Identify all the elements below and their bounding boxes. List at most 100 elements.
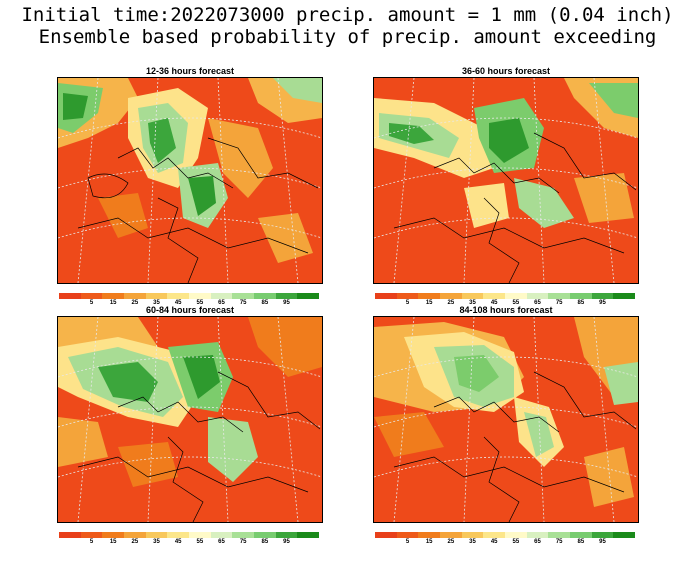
- colorbar-swatch: [591, 293, 614, 299]
- colorbar-swatch: [526, 532, 549, 538]
- panel-title: 36-60 hours forecast: [461, 66, 551, 76]
- colorbar-label: 35: [469, 300, 476, 306]
- colorbar-label: 15: [109, 539, 117, 545]
- panel-title: 84-108 hours forecast: [459, 305, 553, 315]
- forecast-panel-60-84: 60-84 hours forecast: [57, 305, 323, 563]
- colorbar-swatch: [254, 293, 276, 299]
- colorbar-labels: 5 15 25 35 45 55 65 75 85 95: [59, 539, 319, 549]
- colorbar-label: 15: [425, 539, 433, 545]
- colorbar-label: 15: [109, 300, 117, 306]
- forecast-panel-84-108: 84-108 hours forecast: [373, 305, 639, 563]
- colorbar-swatch: [461, 532, 484, 538]
- colorbar-swatch: [297, 532, 320, 538]
- colorbar-swatch: [210, 532, 233, 538]
- colorbar-swatch: [483, 532, 506, 538]
- colorbar-label: 15: [425, 300, 433, 306]
- colorbar-swatch: [461, 293, 484, 299]
- colorbar-swatch: [124, 293, 146, 299]
- colorbar-swatch: [440, 293, 462, 299]
- colorbar-label: 85: [261, 300, 269, 306]
- colorbar-label: 25: [131, 539, 139, 545]
- colorbar-labels: 5 15 25 35 45 55 65 75 85 95: [375, 539, 635, 549]
- colorbar-swatch: [483, 293, 506, 299]
- colorbar-swatch: [548, 293, 571, 299]
- colorbar-label: 75: [555, 539, 563, 545]
- probability-map: [373, 77, 639, 284]
- colorbar-swatch: [591, 532, 614, 538]
- forecast-panel-12-36: 12-36 hours forecast: [57, 66, 323, 324]
- colorbar: [59, 293, 320, 299]
- colorbar-swatch: [145, 532, 168, 538]
- panel-title: 60-84 hours forecast: [145, 305, 235, 315]
- colorbar-swatch: [167, 293, 190, 299]
- colorbar: [375, 293, 636, 299]
- colorbar-label: 75: [239, 539, 247, 545]
- colorbar-label: 55: [512, 300, 520, 306]
- colorbar-swatch: [275, 293, 298, 299]
- colorbar-swatch: [418, 293, 441, 299]
- colorbar-swatch: [375, 532, 397, 538]
- colorbar-swatch: [548, 532, 571, 538]
- colorbar-label: 55: [196, 539, 204, 545]
- colorbar-label: 35: [469, 539, 476, 545]
- colorbar-swatch: [189, 293, 211, 299]
- colorbar-label: 25: [131, 300, 139, 306]
- colorbar-label: 85: [261, 539, 269, 545]
- colorbar-swatch: [418, 532, 441, 538]
- colorbar-swatch: [124, 532, 146, 538]
- colorbar-labels: 5 15 25 35 45 55 65 75 85 95: [375, 300, 635, 310]
- colorbar-label: 65: [218, 300, 225, 306]
- colorbar-swatch: [275, 532, 298, 538]
- colorbar-label: 85: [577, 300, 585, 306]
- probability-map: [57, 77, 323, 284]
- colorbar-label: 65: [534, 539, 541, 545]
- colorbar-swatch: [505, 532, 527, 538]
- colorbar-swatch: [102, 293, 125, 299]
- colorbar-label: 5: [89, 300, 94, 306]
- colorbar-label: 75: [239, 300, 247, 306]
- colorbar-swatch: [375, 293, 397, 299]
- colorbar-swatch: [80, 293, 103, 299]
- colorbar-swatch: [440, 532, 462, 538]
- colorbar-swatch: [145, 293, 168, 299]
- colorbar-swatch: [167, 532, 190, 538]
- colorbar-labels: 5 15 25 35 45 55 65 75 85 95: [59, 300, 319, 310]
- colorbar: [59, 532, 320, 538]
- colorbar-label: 55: [512, 539, 520, 545]
- colorbar-swatch: [189, 532, 211, 538]
- colorbar-swatch: [613, 532, 636, 538]
- colorbar-label: 95: [283, 539, 290, 545]
- colorbar-label: 95: [599, 300, 606, 306]
- colorbar-swatch: [59, 532, 81, 538]
- colorbar-label: 95: [283, 300, 290, 306]
- title-line-2: Ensemble based probability of precip. am…: [38, 26, 657, 48]
- colorbar-label: 55: [196, 300, 204, 306]
- colorbar-swatch: [396, 532, 419, 538]
- colorbar-swatch: [102, 532, 125, 538]
- colorbar-swatch: [232, 293, 255, 299]
- colorbar-swatch: [570, 532, 592, 538]
- colorbar-label: 65: [534, 300, 541, 306]
- colorbar-label: 45: [490, 539, 498, 545]
- colorbar-label: 95: [599, 539, 606, 545]
- colorbar-swatch: [570, 293, 592, 299]
- colorbar-swatch: [254, 532, 276, 538]
- colorbar-label: 65: [218, 539, 225, 545]
- colorbar-swatch: [396, 293, 419, 299]
- title-line-1: Initial time:2022073000 precip. amount =…: [21, 4, 674, 26]
- colorbar-swatch: [80, 532, 103, 538]
- colorbar-label: 45: [174, 300, 182, 306]
- colorbar-label: 85: [577, 539, 585, 545]
- colorbar: [375, 532, 636, 538]
- colorbar-label: 5: [405, 300, 410, 306]
- probability-map: [373, 316, 639, 523]
- colorbar-swatch: [613, 293, 636, 299]
- colorbar-swatch: [232, 532, 255, 538]
- colorbar-label: 35: [153, 300, 160, 306]
- colorbar-swatch: [297, 293, 320, 299]
- colorbar-label: 75: [555, 300, 563, 306]
- colorbar-label: 5: [89, 539, 94, 545]
- colorbar-label: 35: [153, 539, 160, 545]
- colorbar-swatch: [210, 293, 233, 299]
- probability-map: [57, 316, 323, 523]
